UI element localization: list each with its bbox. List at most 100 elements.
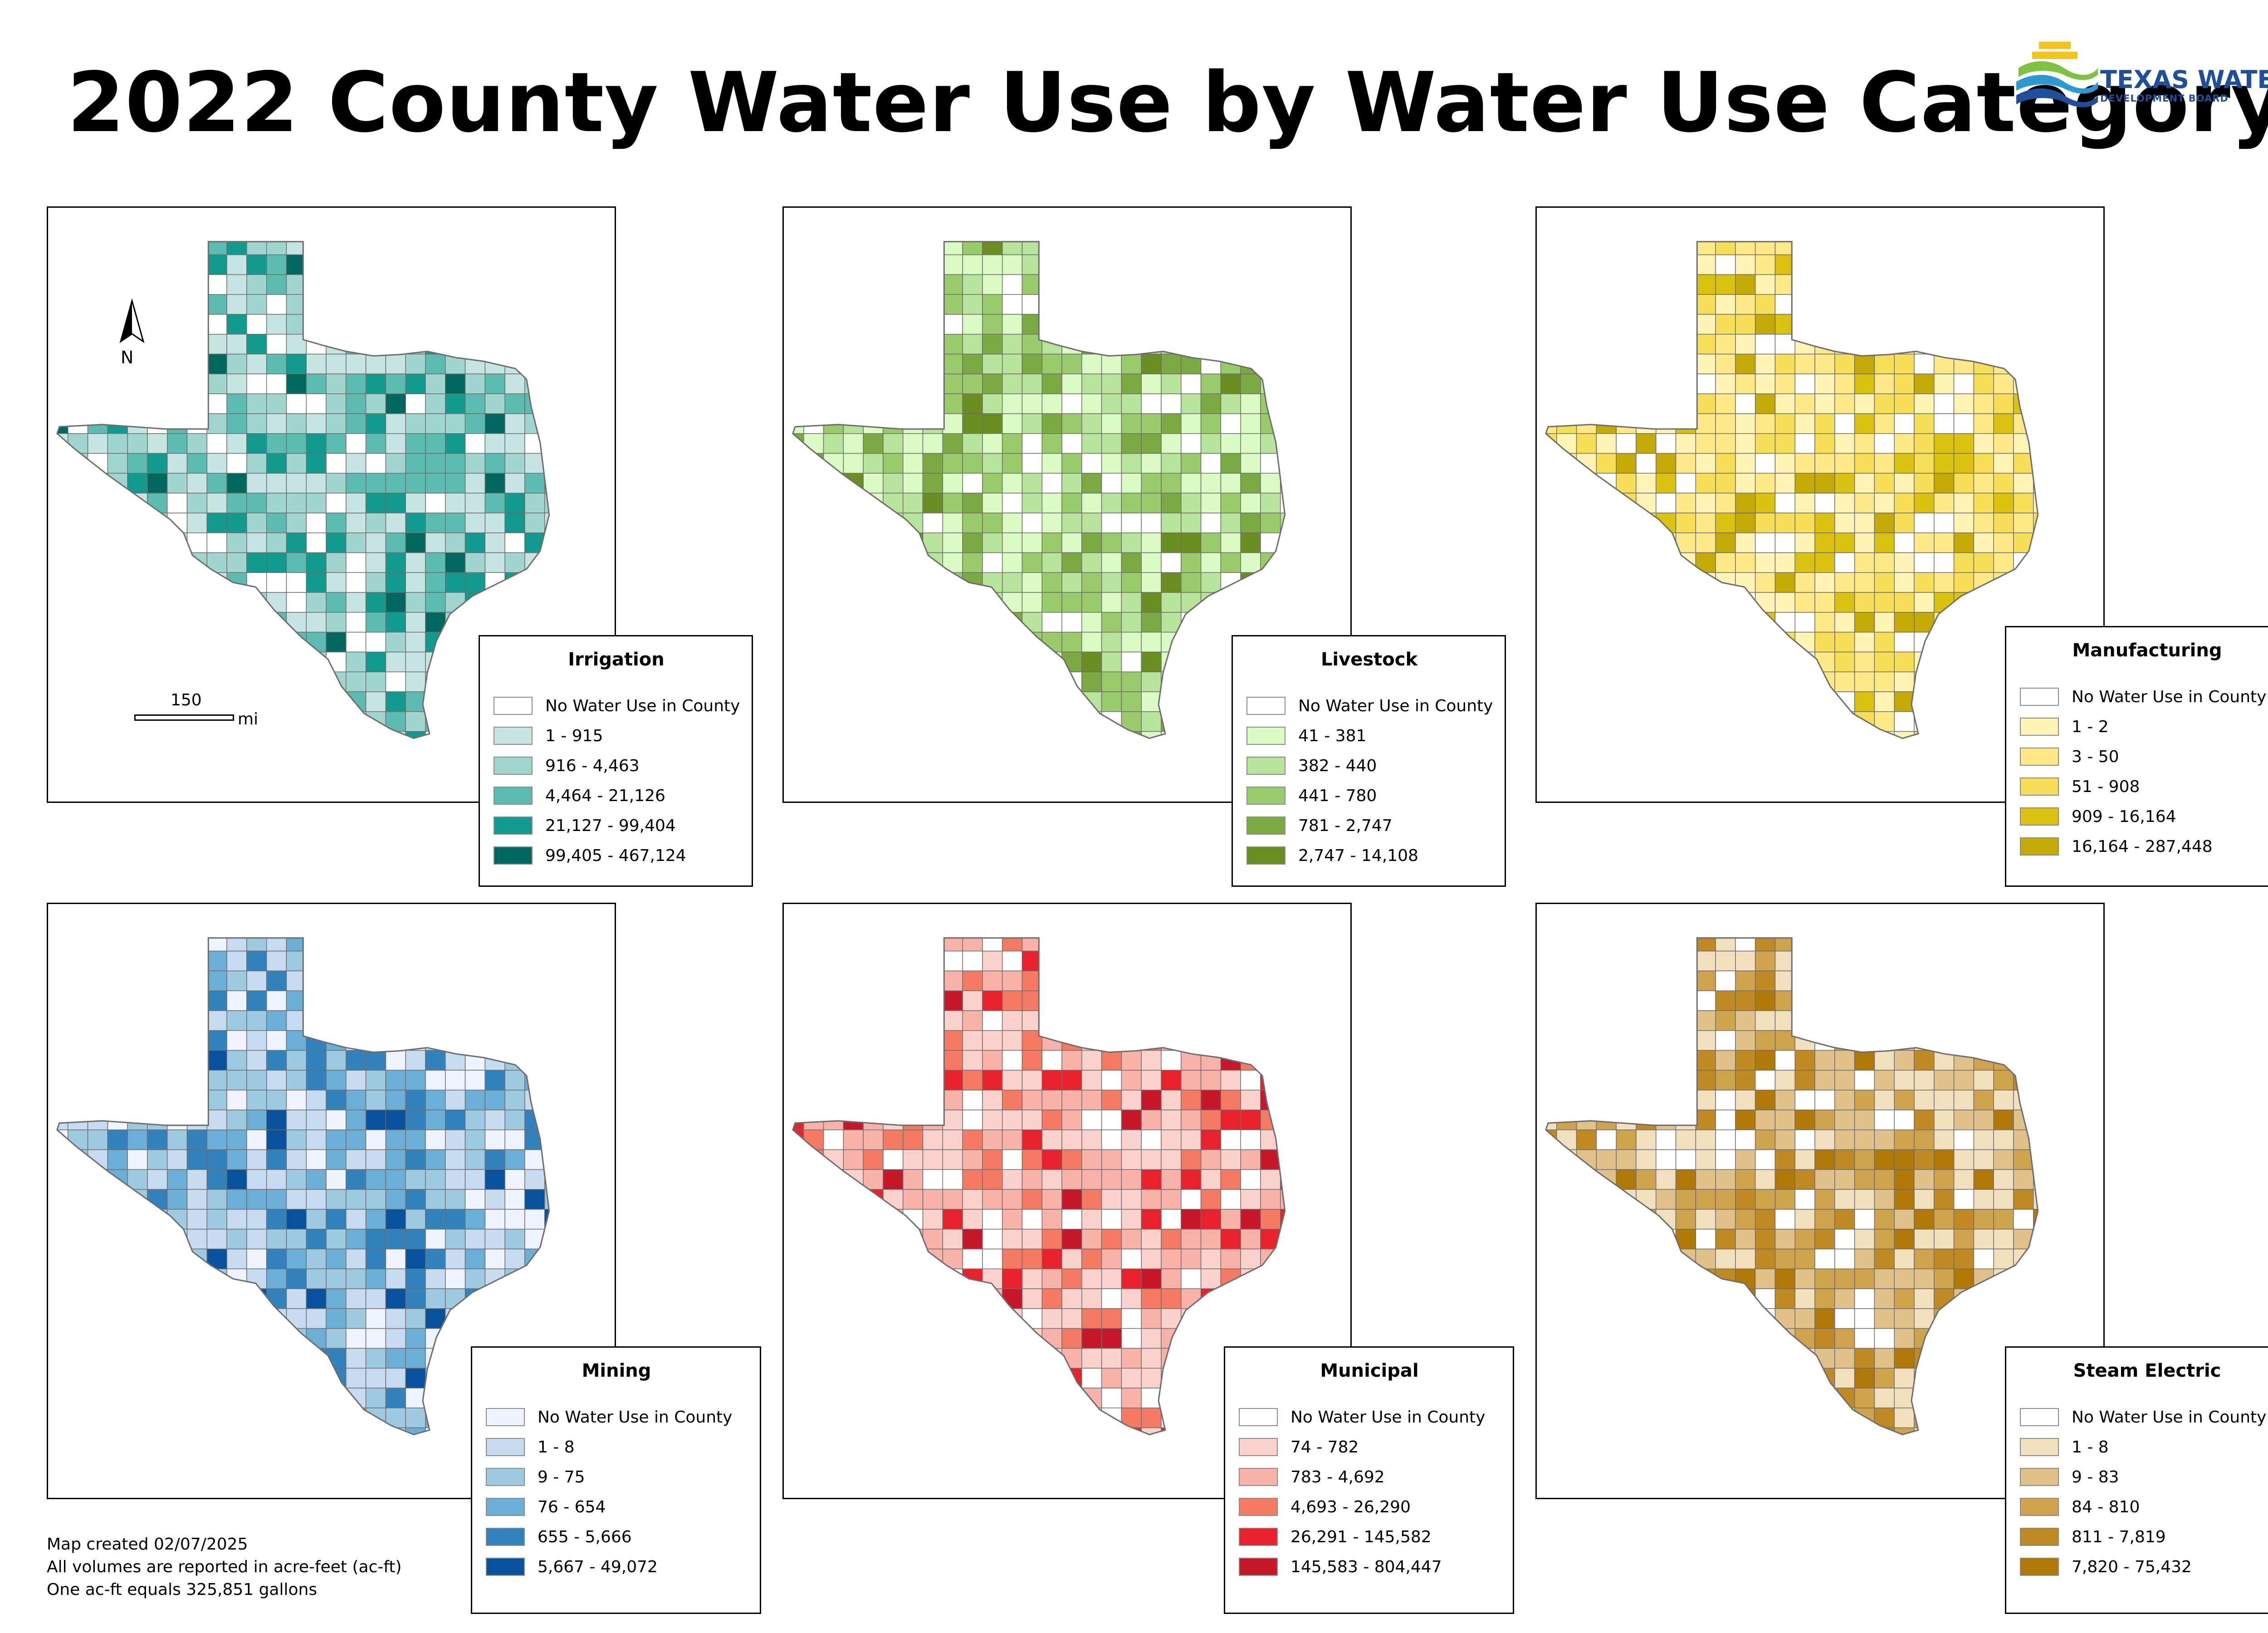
county-cell bbox=[1675, 631, 1696, 653]
county-cell bbox=[206, 1248, 227, 1270]
county-cell bbox=[1774, 532, 1796, 553]
county-cell bbox=[792, 970, 804, 991]
county-cell bbox=[365, 1189, 386, 1210]
county-cell bbox=[863, 1388, 884, 1408]
county-cell bbox=[1636, 592, 1657, 613]
county-cell bbox=[1834, 711, 1855, 732]
county-cell bbox=[464, 513, 486, 533]
county-cell bbox=[962, 1169, 983, 1190]
county-cell bbox=[246, 1030, 267, 1051]
county-cell bbox=[484, 532, 505, 553]
county-cell bbox=[226, 1189, 247, 1210]
legend-label: 441 - 780 bbox=[1298, 786, 1377, 805]
county-cell bbox=[843, 493, 864, 513]
county-cell bbox=[107, 731, 128, 738]
county-cell bbox=[127, 1169, 148, 1190]
county-cell bbox=[206, 254, 227, 275]
county-cell bbox=[326, 1209, 347, 1230]
county-cell bbox=[326, 731, 347, 738]
county-cell bbox=[544, 334, 549, 355]
county-cell bbox=[445, 1328, 466, 1349]
county-cell bbox=[1121, 274, 1142, 295]
county-cell bbox=[326, 294, 347, 315]
county-grid bbox=[1545, 938, 2038, 1435]
county-cell bbox=[823, 592, 844, 613]
county-cell bbox=[68, 393, 88, 414]
county-cell bbox=[1636, 373, 1657, 394]
county-cell bbox=[1934, 1129, 1955, 1150]
county-cell bbox=[1121, 1129, 1142, 1150]
county-cell bbox=[365, 950, 386, 972]
county-cell bbox=[266, 1050, 287, 1071]
county-cell bbox=[326, 1149, 347, 1170]
county-cell bbox=[127, 1010, 148, 1031]
county-cell bbox=[1953, 1030, 1975, 1051]
county-cell bbox=[792, 1129, 804, 1150]
county-cell bbox=[1576, 453, 1597, 474]
county-cell bbox=[266, 453, 287, 474]
county-cell bbox=[883, 990, 904, 1011]
legend-label: 4,464 - 21,126 bbox=[545, 786, 665, 805]
county-cell bbox=[1675, 651, 1696, 672]
county-cell bbox=[1874, 631, 1895, 653]
county-cell bbox=[266, 274, 287, 295]
county-cell bbox=[445, 453, 466, 474]
county-cell bbox=[68, 413, 88, 434]
county-cell bbox=[1814, 1169, 1835, 1190]
county-cell bbox=[57, 1070, 68, 1090]
county-cell bbox=[107, 1110, 128, 1130]
county-cell bbox=[1280, 1308, 1285, 1329]
county-cell bbox=[127, 453, 148, 474]
manufacturing-legend-title: Manufacturing bbox=[2072, 640, 2222, 661]
county-cell bbox=[1081, 1328, 1102, 1349]
county-cell bbox=[147, 592, 168, 613]
county-cell bbox=[942, 1129, 963, 1150]
county-cell bbox=[1161, 254, 1182, 275]
county-cell bbox=[226, 1070, 247, 1090]
county-cell bbox=[1081, 970, 1102, 991]
county-cell bbox=[843, 612, 864, 633]
county-cell bbox=[1121, 413, 1142, 434]
county-cell bbox=[1755, 970, 1776, 991]
county-cell bbox=[68, 572, 88, 593]
county-cell bbox=[1576, 433, 1597, 454]
county-cell bbox=[942, 990, 963, 1011]
county-cell bbox=[186, 1050, 208, 1071]
scale-unit: mi bbox=[238, 710, 259, 728]
county-cell bbox=[445, 513, 466, 533]
county-cell bbox=[464, 1209, 486, 1230]
county-cell bbox=[1874, 513, 1895, 533]
county-cell bbox=[2013, 950, 2034, 972]
county-cell bbox=[1735, 651, 1756, 672]
county-cell bbox=[1002, 1388, 1023, 1408]
county-cell bbox=[266, 1388, 287, 1408]
county-cell bbox=[206, 241, 227, 255]
county-cell bbox=[1636, 552, 1657, 573]
county-cell bbox=[1596, 294, 1617, 315]
county-cell bbox=[1141, 473, 1162, 494]
county-cell bbox=[306, 532, 327, 553]
county-cell bbox=[1141, 1328, 1162, 1349]
county-cell bbox=[863, 1288, 884, 1309]
county-cell bbox=[68, 552, 88, 573]
county-cell bbox=[1545, 254, 1557, 275]
county-cell bbox=[484, 493, 505, 513]
county-cell bbox=[1260, 938, 1281, 952]
county-cell bbox=[1934, 1228, 1955, 1250]
county-cell bbox=[1141, 393, 1162, 414]
county-cell bbox=[266, 1030, 287, 1051]
county-cell bbox=[68, 1308, 88, 1329]
county-cell bbox=[246, 353, 267, 375]
county-cell bbox=[246, 1090, 267, 1110]
county-cell bbox=[1973, 1010, 1994, 1031]
county-cell bbox=[1002, 711, 1023, 732]
county-cell bbox=[405, 513, 426, 533]
county-cell bbox=[942, 631, 963, 653]
county-cell bbox=[863, 294, 884, 315]
county-cell bbox=[107, 938, 128, 952]
county-cell bbox=[166, 373, 188, 394]
county-cell bbox=[1695, 1308, 1716, 1329]
county-cell bbox=[206, 1070, 227, 1090]
county-cell bbox=[127, 274, 148, 295]
county-cell bbox=[962, 631, 983, 653]
